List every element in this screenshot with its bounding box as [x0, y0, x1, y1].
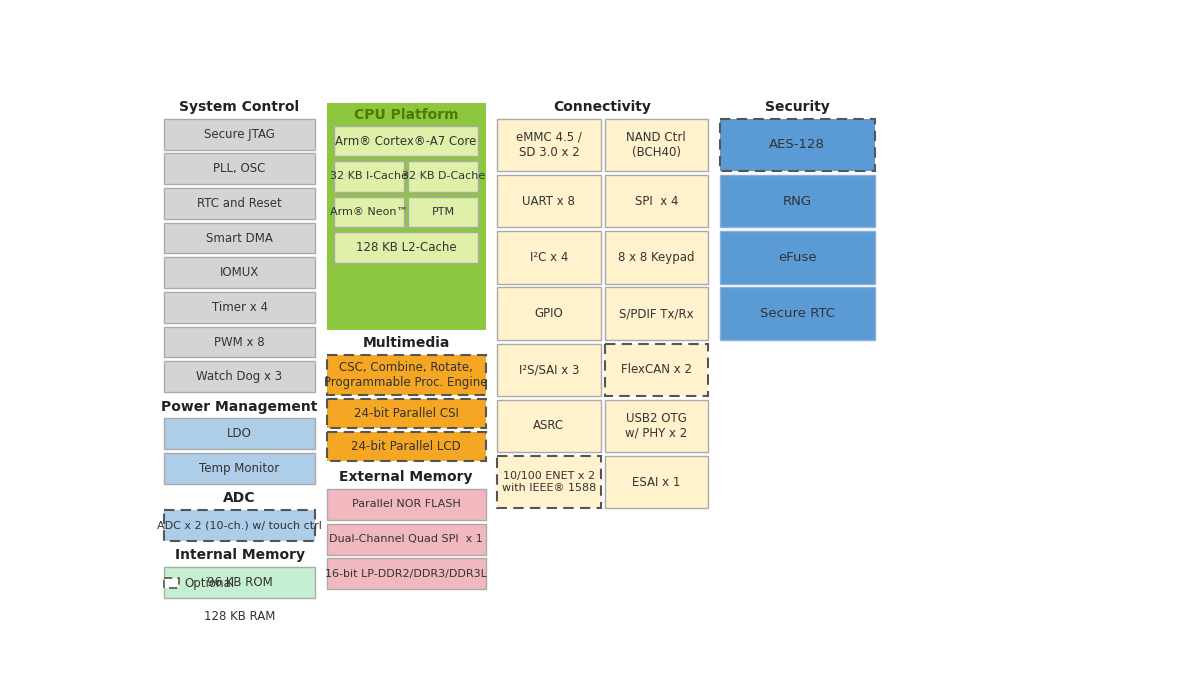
Bar	[720, 231, 875, 284]
Text: Secure JTAG: Secure JTAG	[204, 128, 275, 140]
Bar	[326, 558, 486, 589]
Text: Parallel NOR FLASH: Parallel NOR FLASH	[352, 500, 461, 510]
Text: 128 KB L2-Cache: 128 KB L2-Cache	[356, 241, 456, 254]
Text: Security: Security	[764, 100, 829, 114]
Text: AES-128: AES-128	[769, 138, 826, 151]
Text: S/PDIF Tx/Rx: S/PDIF Tx/Rx	[619, 307, 694, 320]
Bar	[720, 119, 875, 171]
Bar	[326, 103, 486, 329]
Bar	[164, 153, 316, 184]
Text: I²C x 4: I²C x 4	[529, 251, 568, 264]
Text: Connectivity: Connectivity	[553, 100, 652, 114]
Text: ADC x 2 (10-ch.) w/ touch ctrl: ADC x 2 (10-ch.) w/ touch ctrl	[157, 520, 322, 531]
Bar	[164, 510, 316, 541]
Text: FlexCAN x 2: FlexCAN x 2	[620, 363, 691, 376]
Text: IOMUX: IOMUX	[220, 266, 259, 279]
Bar	[326, 489, 486, 520]
Text: 10/100 ENET x 2
with IEEE® 1588: 10/100 ENET x 2 with IEEE® 1588	[502, 471, 596, 493]
Bar	[326, 355, 486, 395]
Bar	[497, 344, 601, 396]
Bar	[335, 161, 404, 192]
Text: 96 KB ROM: 96 KB ROM	[206, 576, 272, 589]
Text: CSC, Combine, Rotate,
Programmable Proc. Engine: CSC, Combine, Rotate, Programmable Proc.…	[324, 361, 488, 389]
Text: 32 KB I-Cache: 32 KB I-Cache	[330, 171, 408, 182]
Text: Timer x 4: Timer x 4	[211, 301, 268, 314]
Text: Arm® Cortex®-A7 Core: Arm® Cortex®-A7 Core	[336, 134, 476, 148]
Text: Power Management: Power Management	[161, 400, 318, 414]
Text: USB2 OTG
w/ PHY x 2: USB2 OTG w/ PHY x 2	[625, 412, 688, 440]
Text: Watch Dog x 3: Watch Dog x 3	[197, 370, 282, 383]
Text: RTC and Reset: RTC and Reset	[197, 197, 282, 210]
Bar	[720, 288, 875, 340]
Bar	[605, 400, 708, 452]
Text: PTM: PTM	[432, 207, 455, 217]
Bar	[164, 327, 316, 358]
Text: Temp Monitor: Temp Monitor	[199, 462, 280, 475]
Bar	[164, 119, 316, 150]
Bar	[164, 567, 316, 597]
Bar	[326, 524, 486, 555]
Text: ASRC: ASRC	[533, 419, 564, 433]
Text: Optional: Optional	[184, 576, 234, 589]
Bar	[408, 196, 478, 227]
Text: External Memory: External Memory	[340, 470, 473, 485]
Bar	[164, 601, 316, 632]
Bar	[605, 175, 708, 227]
Bar	[335, 232, 478, 263]
Bar	[605, 456, 708, 508]
Text: Secure RTC: Secure RTC	[760, 307, 835, 320]
Bar	[605, 119, 708, 171]
Text: 32 KB D-Cache: 32 KB D-Cache	[402, 171, 485, 182]
Bar	[497, 175, 601, 227]
Bar	[720, 175, 875, 227]
Bar	[326, 432, 486, 462]
Text: UART x 8: UART x 8	[522, 194, 575, 208]
Text: 8 x 8 Keypad: 8 x 8 Keypad	[618, 251, 695, 264]
Bar	[605, 288, 708, 340]
Bar	[497, 288, 601, 340]
Text: System Control: System Control	[180, 100, 300, 114]
Bar	[164, 578, 180, 589]
Bar	[164, 453, 316, 484]
Text: ESAI x 1: ESAI x 1	[632, 476, 680, 489]
Bar	[164, 257, 316, 288]
Text: eMMC 4.5 /
SD 3.0 x 2: eMMC 4.5 / SD 3.0 x 2	[516, 131, 582, 159]
Text: PWM x 8: PWM x 8	[214, 335, 265, 348]
Bar	[164, 292, 316, 323]
Text: 24-bit Parallel CSI: 24-bit Parallel CSI	[354, 407, 458, 420]
Bar	[497, 119, 601, 171]
Text: LDO: LDO	[227, 427, 252, 440]
Bar	[335, 196, 404, 227]
Text: Multimedia: Multimedia	[362, 337, 450, 350]
Text: NAND Ctrl
(BCH40): NAND Ctrl (BCH40)	[626, 131, 686, 159]
Text: Smart DMA: Smart DMA	[206, 232, 272, 244]
Bar	[605, 344, 708, 396]
Bar	[497, 456, 601, 508]
Text: 128 KB RAM: 128 KB RAM	[204, 610, 275, 624]
Text: 24-bit Parallel LCD: 24-bit Parallel LCD	[352, 440, 461, 453]
Text: eFuse: eFuse	[778, 251, 816, 264]
Text: PLL, OSC: PLL, OSC	[214, 162, 265, 176]
Text: Dual-Channel Quad SPI  x 1: Dual-Channel Quad SPI x 1	[329, 534, 484, 544]
Bar	[164, 223, 316, 254]
Text: Arm® Neon™: Arm® Neon™	[330, 207, 408, 217]
Text: SPI  x 4: SPI x 4	[635, 194, 678, 208]
Bar	[605, 231, 708, 284]
Bar	[326, 399, 486, 428]
Bar	[497, 400, 601, 452]
Bar	[164, 188, 316, 219]
Text: Internal Memory: Internal Memory	[174, 548, 305, 562]
Bar	[408, 161, 478, 192]
Text: ADC: ADC	[223, 491, 256, 506]
Bar	[164, 418, 316, 449]
Bar	[497, 231, 601, 284]
Text: 16-bit LP-DDR2/DDR3/DDR3L: 16-bit LP-DDR2/DDR3/DDR3L	[325, 569, 487, 578]
Text: RNG: RNG	[782, 194, 811, 208]
Text: GPIO: GPIO	[534, 307, 563, 320]
Text: I²S/SAI x 3: I²S/SAI x 3	[518, 363, 580, 376]
Bar	[164, 361, 316, 392]
Text: CPU Platform: CPU Platform	[354, 108, 458, 122]
Bar	[335, 126, 478, 157]
